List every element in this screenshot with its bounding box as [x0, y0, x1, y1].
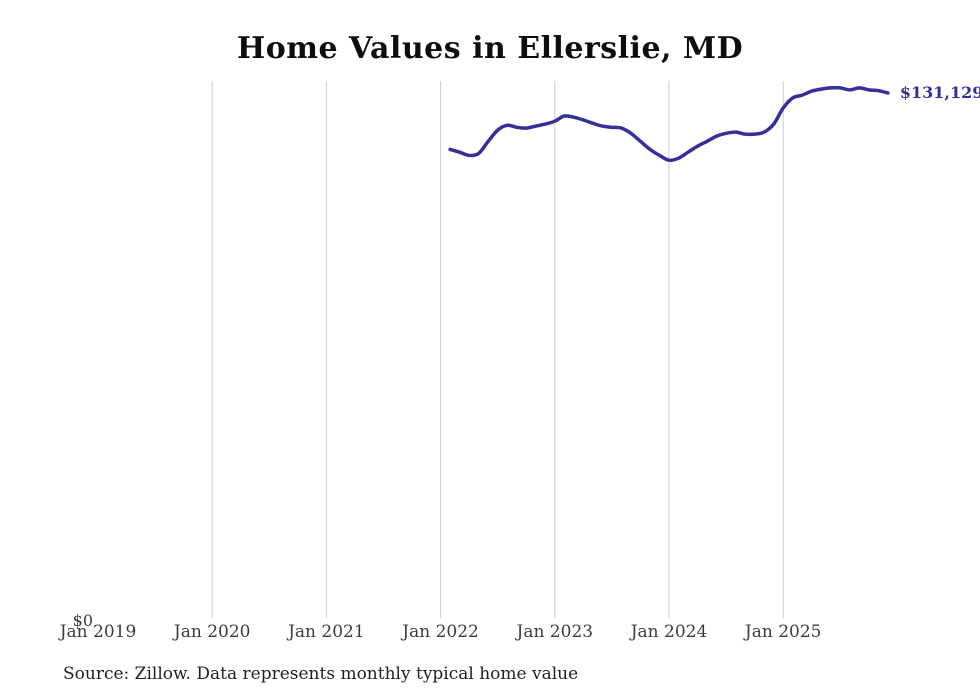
x-tick-label: Jan 2025	[744, 622, 822, 642]
source-note: Source: Zillow. Data represents monthly …	[63, 664, 579, 684]
x-tick-label: Jan 2024	[630, 622, 708, 642]
chart-title: Home Values in Ellerslie, MD	[236, 31, 744, 66]
x-tick-label: Jan 2019	[59, 622, 137, 642]
home-value-line	[448, 85, 890, 163]
x-tick-label: Jan 2020	[173, 622, 251, 642]
x-tick-label: Jan 2022	[402, 622, 479, 642]
gridline-group	[211, 81, 784, 618]
y-axis-zero-label: $0	[72, 611, 93, 630]
x-tick-label: Jan 2023	[516, 622, 594, 642]
end-value-label: $131,129	[899, 83, 980, 102]
x-tick-label: Jan 2021	[288, 622, 365, 642]
